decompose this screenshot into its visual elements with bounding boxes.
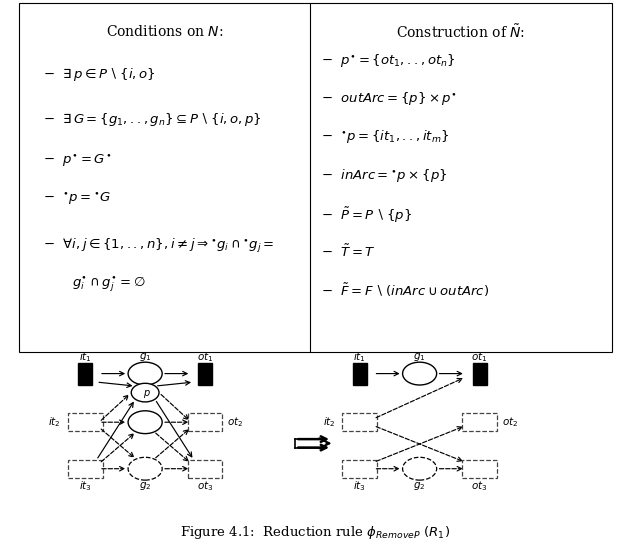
Bar (342, 460, 377, 478)
Bar (462, 460, 497, 478)
Text: Figure 4.1:  Reduction rule $\phi_{\mathit{RemoveP}}$ $(R_1)$: Figure 4.1: Reduction rule $\phi_{\mathi… (180, 524, 451, 541)
Text: $-$  $\tilde{T} = T$: $-$ $\tilde{T} = T$ (321, 244, 376, 260)
Text: $-$  $\exists\, p \in P \setminus \{i, o\}$: $-$ $\exists\, p \in P \setminus \{i, o\… (43, 65, 155, 83)
Text: $-$  $outArc = \{p\} \times p^{\bullet}$: $-$ $outArc = \{p\} \times p^{\bullet}$ (321, 90, 457, 107)
Text: $ot_1$: $ot_1$ (471, 350, 488, 363)
Bar (68, 460, 103, 478)
Circle shape (128, 362, 162, 385)
Text: $g_1$: $g_1$ (139, 351, 151, 363)
Text: $it_1$: $it_1$ (353, 350, 366, 363)
Circle shape (403, 362, 437, 385)
Text: $ot_3$: $ot_3$ (197, 479, 213, 493)
Text: $g_i^{\bullet} \cap g_j^{\bullet} = \emptyset$: $g_i^{\bullet} \cap g_j^{\bullet} = \emp… (73, 275, 146, 294)
Text: $-$  $p^{\bullet} = G^{\bullet}$: $-$ $p^{\bullet} = G^{\bullet}$ (43, 153, 111, 169)
Text: $it_2$: $it_2$ (49, 416, 61, 429)
Text: $-$  $\exists\, G = \{g_1, .., g_n\} \subseteq P \setminus \{i, o, p\}$: $-$ $\exists\, G = \{g_1, .., g_n\} \sub… (43, 111, 261, 128)
Bar (342, 413, 377, 431)
Text: $g_2$: $g_2$ (413, 480, 426, 491)
Text: Conditions on $N$:: Conditions on $N$: (105, 24, 223, 39)
Text: $it_1$: $it_1$ (79, 350, 91, 363)
Bar (473, 363, 487, 384)
Text: $ot_2$: $ot_2$ (502, 416, 518, 429)
Text: $ot_1$: $ot_1$ (197, 350, 213, 363)
Text: $p$: $p$ (143, 388, 151, 400)
Bar (462, 413, 497, 431)
Text: $g_2$: $g_2$ (139, 480, 151, 491)
Bar (188, 460, 223, 478)
Text: $it_3$: $it_3$ (353, 479, 366, 493)
Bar (353, 363, 367, 384)
Text: $ot_3$: $ot_3$ (471, 479, 488, 493)
Bar (198, 363, 212, 384)
Text: $-$  $\tilde{P} = P \setminus \{p\}$: $-$ $\tilde{P} = P \setminus \{p\}$ (321, 205, 413, 225)
Text: $-$  $\forall i, j \in \{1,..,n\}, i \neq j \Rightarrow {}^{\bullet}g_i \cap {}^: $-$ $\forall i, j \in \{1,..,n\}, i \neq… (43, 237, 274, 255)
Text: $-$  $inArc = {}^{\bullet}p \times \{p\}$: $-$ $inArc = {}^{\bullet}p \times \{p\}$ (321, 167, 448, 184)
Bar (68, 413, 103, 431)
Circle shape (403, 457, 437, 480)
Text: $g_1$: $g_1$ (413, 351, 426, 363)
Text: $-$  $p^{\bullet} = \{ot_1, .., ot_n\}$: $-$ $p^{\bullet} = \{ot_1, .., ot_n\}$ (321, 52, 456, 69)
FancyBboxPatch shape (19, 3, 612, 352)
Text: $it_3$: $it_3$ (79, 479, 91, 493)
Text: $-$  ${}^{\bullet}p = \{it_1, .., it_m\}$: $-$ ${}^{\bullet}p = \{it_1, .., it_m\}$ (321, 129, 450, 145)
Text: Construction of $\tilde{N}$:: Construction of $\tilde{N}$: (396, 24, 526, 42)
Bar (78, 363, 92, 384)
Text: $it_2$: $it_2$ (323, 416, 336, 429)
Text: $-$  $\tilde{F} = F \setminus (inArc \cup outArc)$: $-$ $\tilde{F} = F \setminus (inArc \cup… (321, 282, 490, 300)
Text: $-$  ${}^{\bullet}p = {}^{\bullet}G$: $-$ ${}^{\bullet}p = {}^{\bullet}G$ (43, 191, 111, 207)
Text: $ot_2$: $ot_2$ (227, 416, 244, 429)
Circle shape (128, 457, 162, 480)
Circle shape (128, 411, 162, 434)
Circle shape (131, 383, 159, 402)
Bar (188, 413, 223, 431)
